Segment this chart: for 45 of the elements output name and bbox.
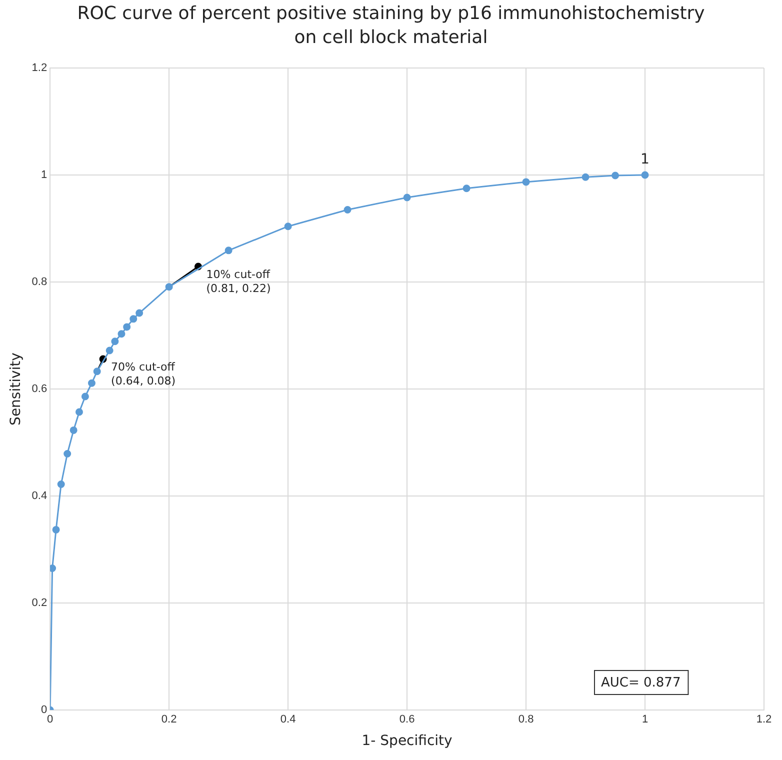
y-tick-label: 0.2 [32,597,48,610]
annotation: 70% cut-off (0.64, 0.08) [111,360,176,388]
annotation: 1 [640,152,650,168]
x-tick-label: 1.2 [756,714,772,726]
point [52,526,60,534]
point [81,392,89,400]
x-tick-label: 0.2 [161,714,177,726]
annotation: 10% cut-off (0.81, 0.22) [206,268,271,295]
y-tick-label: 1 [40,169,48,182]
point [224,246,232,254]
y-tick-label: 0.8 [32,276,48,288]
point [522,178,530,186]
annotation: AUC= 0.877 [601,675,681,690]
point [130,315,138,323]
point [612,172,620,180]
y-tick-label: 0.6 [32,383,48,396]
x-tick-label: 1 [642,714,648,726]
point [57,480,65,488]
point [50,564,56,572]
y-axis-title: Sensitivity [8,352,24,426]
point [344,206,352,214]
y-tick-label: 1.2 [32,62,48,74]
point [403,194,411,202]
point [106,346,114,354]
x-axis-title: 1- Specificity [362,733,452,750]
point [284,222,292,230]
point [118,330,126,338]
point [70,426,78,434]
y-tick-label: 0.4 [32,490,48,502]
point [64,450,72,458]
x-tick-label: 0.6 [399,714,415,726]
point [582,173,590,181]
point [165,283,173,291]
point [641,171,649,179]
x-tick-label: 0.4 [280,714,296,726]
point [111,338,119,346]
x-tick-label: 0.8 [518,714,534,726]
y-tick-label: 0 [40,704,48,716]
chart-title: ROC curve of percent positive staining by p16 immunohistochemistry on cell block material [76,2,706,50]
point [88,379,96,387]
point [462,184,470,192]
point [93,368,101,376]
point [136,309,144,317]
point [75,408,83,416]
point [123,323,131,331]
